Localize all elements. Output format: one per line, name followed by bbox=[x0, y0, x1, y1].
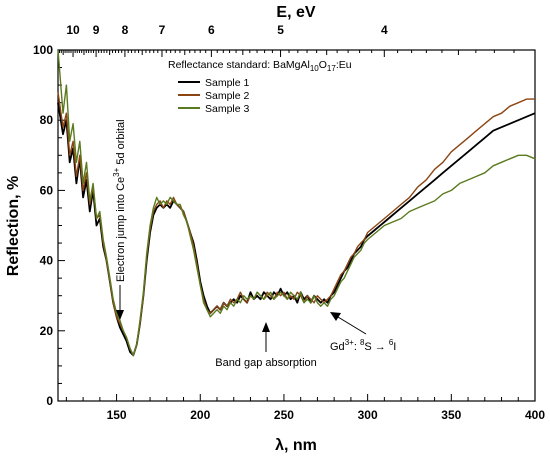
gd-label: Gd3+: 8S → 6I bbox=[330, 338, 396, 353]
top-tick-label: 5 bbox=[277, 23, 284, 37]
y-tick-label: 40 bbox=[40, 254, 54, 268]
y-tick-label: 20 bbox=[40, 324, 54, 338]
left-axis-ticks: 0 20 40 60 80 100 bbox=[33, 43, 65, 408]
x-tick-label: 200 bbox=[190, 408, 210, 422]
top-axis-title: E, eV bbox=[276, 4, 315, 21]
legend-title: Reflectance standard: BaMgAl10O17:Eu bbox=[168, 59, 352, 73]
legend-label-sample-3: Sample 3 bbox=[205, 103, 250, 115]
top-tick-label: 6 bbox=[208, 23, 215, 37]
legend-label-sample-1: Sample 1 bbox=[205, 77, 250, 89]
top-tick-label: 10 bbox=[66, 23, 80, 37]
top-tick-label: 9 bbox=[93, 23, 100, 37]
series-line-1 bbox=[57, 102, 536, 357]
y-tick-label: 60 bbox=[40, 183, 54, 197]
electron-jump-label: Electron jump into Ce3+ 5d orbital bbox=[112, 119, 127, 282]
top-axis-ticks: 10 9 8 7 6 5 4 bbox=[58, 23, 515, 57]
x-tick-label: 150 bbox=[107, 408, 127, 422]
annotation-gd: Gd3+: 8S → 6I bbox=[330, 312, 396, 353]
x-tick-label: 400 bbox=[525, 408, 545, 422]
y-tick-label: 0 bbox=[46, 394, 53, 408]
y-axis-title: Reflection, % bbox=[5, 176, 22, 276]
bottom-axis-ticks: 150 200 250 300 350 400 bbox=[65, 394, 545, 422]
legend: Reflectance standard: BaMgAl10O17:Eu Sam… bbox=[168, 59, 352, 115]
x-tick-label: 250 bbox=[274, 408, 294, 422]
y-tick-label: 80 bbox=[40, 113, 54, 127]
series-line-3 bbox=[57, 49, 536, 357]
gd-arrow bbox=[337, 316, 367, 335]
band-gap-label: Band gap absorption bbox=[215, 357, 317, 369]
annotation-band-gap: Band gap absorption bbox=[215, 322, 317, 369]
annotation-electron-jump: Electron jump into Ce3+ 5d orbital bbox=[112, 119, 127, 320]
x-axis-title: λ, nm bbox=[275, 437, 317, 454]
band-gap-arrowhead bbox=[262, 322, 270, 332]
series-lines bbox=[57, 49, 536, 357]
series-line-2 bbox=[57, 92, 535, 357]
top-tick-label: 8 bbox=[122, 23, 129, 37]
top-tick-label: 4 bbox=[381, 23, 388, 37]
electron-jump-arrowhead bbox=[116, 310, 124, 320]
x-tick-label: 350 bbox=[441, 408, 461, 422]
y-tick-label: 100 bbox=[33, 43, 53, 57]
top-tick-label: 7 bbox=[159, 23, 166, 37]
x-tick-label: 300 bbox=[358, 408, 378, 422]
legend-label-sample-2: Sample 2 bbox=[205, 90, 250, 102]
gd-arrowhead bbox=[330, 312, 341, 321]
